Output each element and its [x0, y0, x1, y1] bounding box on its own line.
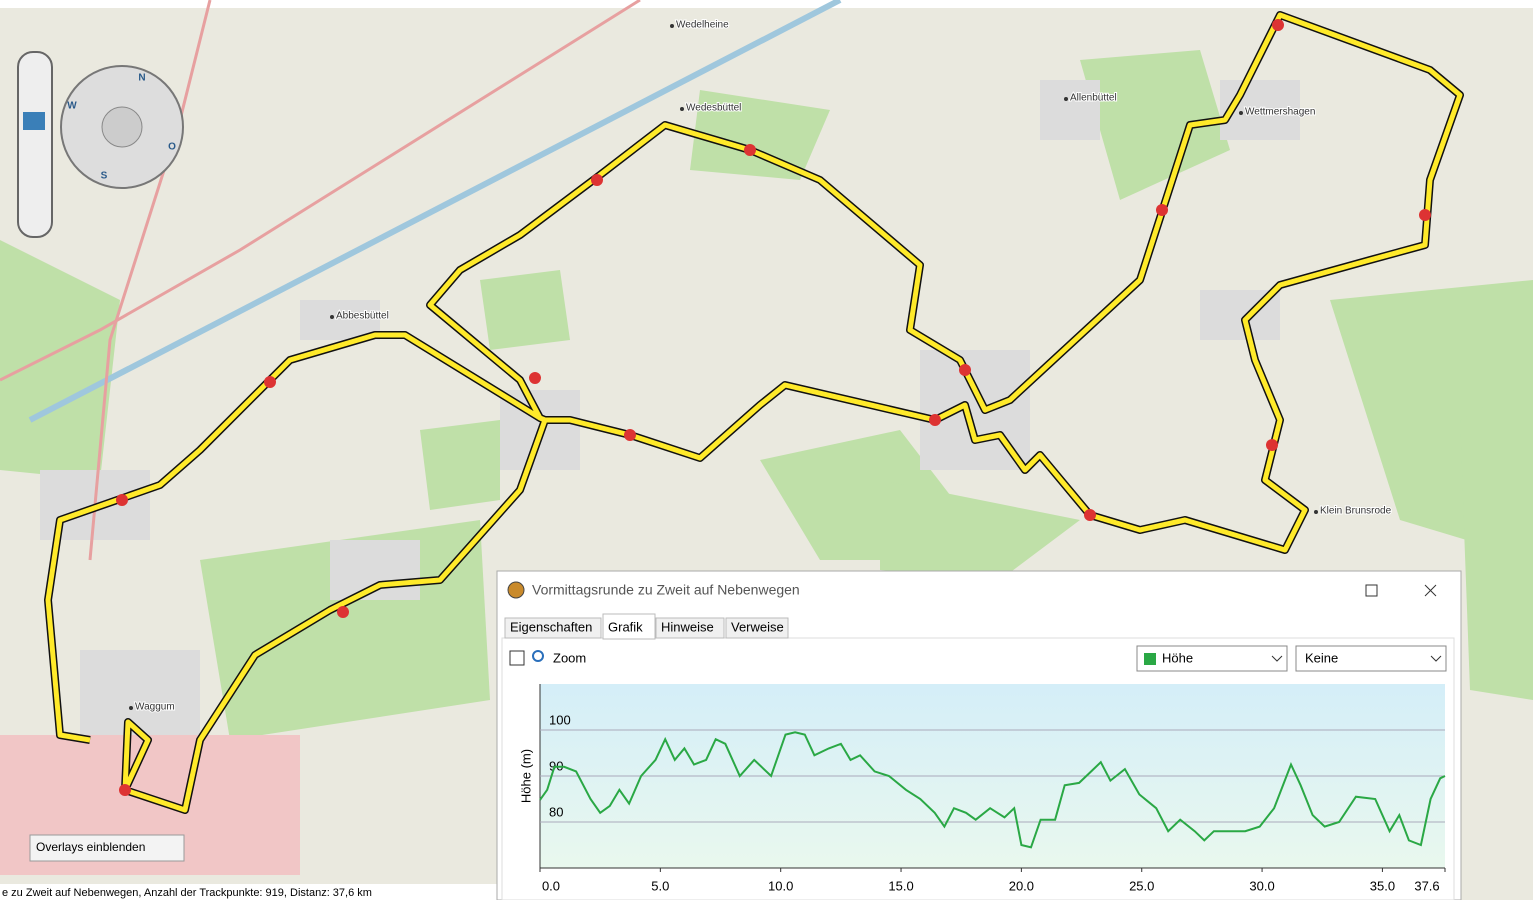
place-dot [330, 315, 334, 319]
tab[interactable] [725, 617, 789, 639]
tab-label: Eigenschaften [510, 619, 592, 634]
y-tick-label: 80 [549, 804, 563, 819]
x-tick-label: 5.0 [651, 878, 669, 893]
direction-arrows [116, 19, 1431, 796]
dialog-title: Vormittagsrunde zu Zweit auf Nebenwegen [532, 582, 800, 598]
place-dot [1239, 111, 1243, 115]
status-text: e zu Zweit auf Nebenwegen, Anzahl der Tr… [2, 887, 372, 899]
x-tick-label: 25.0 [1129, 878, 1154, 893]
series-swatch [1144, 653, 1156, 665]
x-tick-label: 37.6 [1414, 878, 1439, 893]
compass-letter[interactable]: N [138, 73, 145, 84]
y-tick-label: 100 [549, 712, 571, 727]
tab[interactable] [602, 613, 656, 640]
zoom-thumb[interactable] [23, 112, 45, 130]
woods [0, 50, 1533, 740]
place-label: Allenbüttel [1070, 93, 1117, 104]
dropdown-arrows [1271, 655, 1442, 662]
dropdown[interactable] [1136, 645, 1288, 672]
place-dot [1064, 97, 1068, 101]
place-dot [129, 706, 133, 710]
tab[interactable] [655, 617, 725, 639]
x-tick-label: 0.0 [542, 878, 560, 893]
dialog-icon [507, 581, 525, 599]
compass-letter[interactable]: S [101, 171, 108, 182]
place-label: Wedelheine [676, 20, 729, 31]
dropdown-value: Höhe [1162, 650, 1193, 665]
zoom-label: Zoom [553, 650, 586, 665]
compass-letter[interactable]: O [168, 142, 176, 153]
overlay-button-label: Overlays einblenden [36, 840, 145, 854]
dropdown-value: Keine [1305, 650, 1338, 665]
place-label: Wettmershagen [1245, 107, 1315, 118]
x-tick-label: 20.0 [1009, 878, 1034, 893]
close-button[interactable] [1424, 584, 1437, 597]
compass-center[interactable] [101, 106, 143, 148]
place-label: Klein Brunsrode [1320, 506, 1392, 517]
x-tick-label: 10.0 [768, 878, 793, 893]
road [0, 0, 641, 382]
tab-label: Grafik [608, 619, 643, 634]
canal [28, 0, 842, 423]
maximize-button[interactable] [1365, 584, 1378, 597]
tab-label: Verweise [731, 619, 784, 634]
x-tick-label: 30.0 [1249, 878, 1274, 893]
place-label: Wedesbüttel [686, 103, 741, 114]
track [45, 12, 1463, 813]
x-tick-label: 15.0 [888, 878, 913, 893]
zoom-checkbox[interactable] [509, 650, 525, 666]
zoom-icon [532, 650, 544, 662]
overlay-button[interactable] [29, 834, 185, 862]
tab-label: Hinweise [661, 619, 714, 634]
elevation-line [539, 731, 1446, 849]
place-label: Abbesbüttel [336, 311, 389, 322]
compass-letter[interactable]: W [67, 101, 77, 112]
tab[interactable] [504, 617, 602, 639]
dropdown[interactable] [1295, 645, 1447, 672]
y-axis-label: Höhe (m) [518, 749, 533, 803]
status-bar [0, 884, 500, 900]
top-border [0, 0, 1533, 8]
place-dot [670, 24, 674, 28]
zoom-slider[interactable] [17, 51, 53, 238]
place-dot [680, 107, 684, 111]
place-label: Waggum [135, 702, 175, 713]
place-dot [1314, 510, 1318, 514]
road [88, 0, 212, 561]
x-tick-label: 35.0 [1370, 878, 1395, 893]
